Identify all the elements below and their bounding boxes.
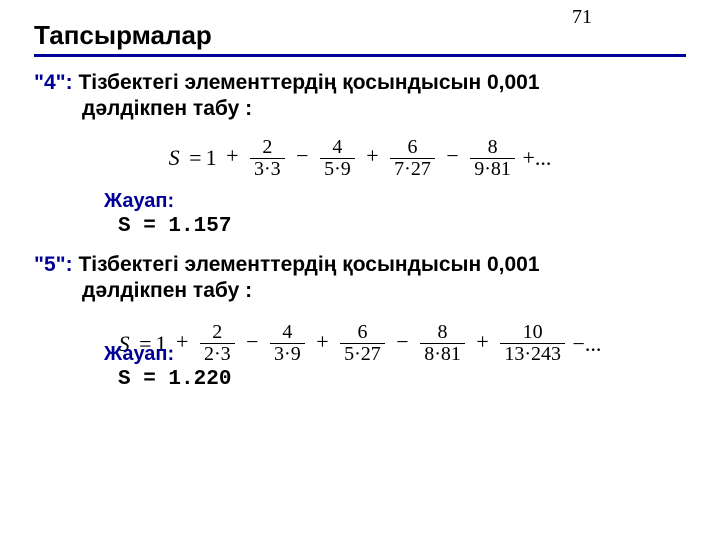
formula-tail: +... — [522, 145, 551, 171]
fraction: 67·27 — [388, 137, 437, 180]
answer-value: S = 1.157 — [104, 215, 686, 238]
task-5-number: "5": — [34, 253, 73, 276]
formula-first-term: 1 — [206, 145, 217, 170]
task-5-answer: Жауап: S = 1.220 — [34, 343, 686, 391]
formula-var: S — [169, 145, 180, 170]
page-title: Тапсырмалар — [34, 20, 212, 51]
task-4-line2: дәлдікпен табу : — [34, 96, 686, 122]
fraction: 89·81 — [468, 137, 517, 180]
task-4-number: "4": — [34, 71, 73, 94]
task-5-prompt: "5": Тізбектегі элементтердің қосындысын… — [34, 252, 686, 305]
page-number: 71 — [572, 6, 592, 29]
task-4-line1: Тізбектегі элементтердің қосындысын 0,00… — [78, 71, 539, 94]
answer-label: Жауап: — [104, 190, 686, 213]
task-5-line2: дәлдікпен табу : — [34, 278, 686, 304]
title-rule — [34, 54, 686, 57]
task-4-answer: Жауап: S = 1.157 — [34, 190, 686, 238]
task-4-formula: S =1 + 23·3 − 45·9 + 67·27 − 89·81 +... — [34, 137, 686, 180]
task-5-line1: Тізбектегі элементтердің қосындысын 0,00… — [78, 253, 539, 276]
fraction: 23·3 — [248, 137, 287, 180]
op-sign: − — [442, 143, 462, 168]
fraction: 45·9 — [318, 137, 357, 180]
task-4-prompt: "4": Тізбектегі элементтердің қосындысын… — [34, 70, 686, 123]
op-sign: + — [222, 143, 242, 168]
equals-sign: = — [185, 145, 205, 170]
answer-label: Жауап: — [104, 343, 686, 366]
answer-value: S = 1.220 — [104, 368, 686, 391]
op-sign: + — [362, 143, 382, 168]
op-sign: − — [292, 143, 312, 168]
content-body: "4": Тізбектегі элементтердің қосындысын… — [34, 70, 686, 405]
